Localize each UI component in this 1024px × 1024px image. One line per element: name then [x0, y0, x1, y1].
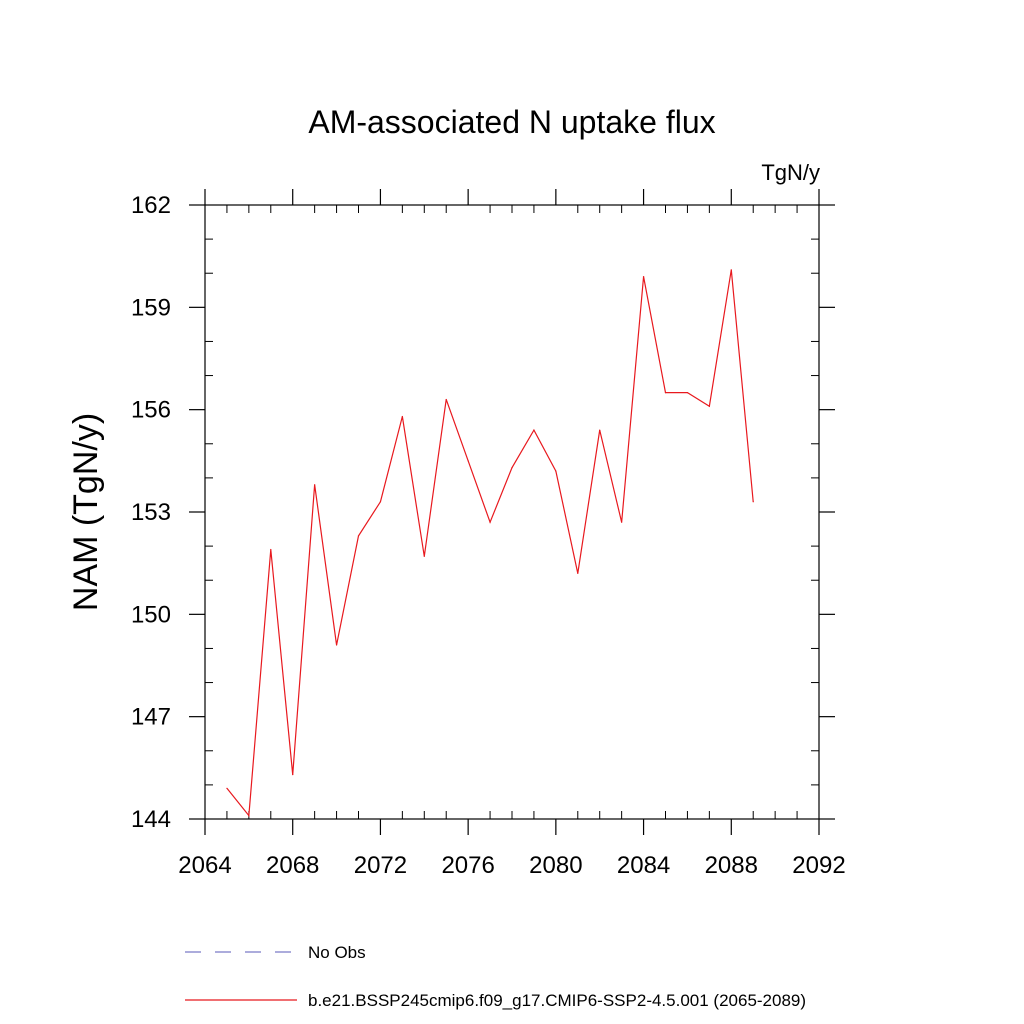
x-tick-label: 2084 [617, 852, 670, 879]
data-point [401, 415, 403, 418]
x-tick-label: 2072 [354, 852, 407, 879]
data-point [555, 470, 557, 472]
data-point [708, 405, 710, 407]
x-tick-label: 2064 [178, 852, 231, 879]
data-point [533, 429, 535, 431]
data-point [292, 774, 294, 776]
data-point [357, 535, 360, 537]
y-axis-label: NAM (TgN/y) [67, 413, 105, 611]
y-tick-label: 159 [131, 294, 171, 321]
y-tick-label: 156 [131, 397, 171, 424]
data-point [314, 484, 316, 486]
data-point [489, 521, 491, 523]
data-point [270, 548, 272, 551]
x-tick-label: 2088 [705, 852, 758, 879]
legend-label-no-obs: No Obs [308, 943, 366, 962]
data-point [686, 392, 689, 394]
axis-ticks [189, 189, 835, 835]
data-point [379, 501, 382, 503]
y-tick-label: 150 [131, 601, 171, 628]
data-point [577, 572, 579, 575]
y-tick-label: 162 [131, 192, 171, 219]
data-point [423, 555, 425, 557]
data-point [730, 269, 732, 271]
x-tick-label: 2080 [529, 852, 582, 879]
x-tick-label: 2076 [441, 852, 494, 879]
data-point [226, 787, 228, 789]
data-point [621, 521, 623, 523]
chart-title: AM-associated N uptake flux [308, 104, 715, 140]
data-point [599, 429, 601, 431]
series-layer [226, 269, 754, 818]
series-line [226, 269, 754, 818]
data-point [752, 501, 754, 503]
tick-labels: 2064 2068 2072 2076 2080 2084 2088 2092 144 147 15… [131, 192, 846, 879]
data-point [511, 467, 513, 469]
plot-frame [204, 204, 820, 820]
data-point [335, 644, 338, 646]
x-tick-label: 2068 [266, 852, 319, 879]
y-tick-label: 153 [131, 499, 171, 526]
y-tick-label: 147 [131, 704, 171, 731]
data-point [445, 398, 447, 401]
legend: No Obs b.e21.BSSP245cmip6.f09_g17.CMIP6-… [185, 943, 806, 1010]
data-point [642, 276, 645, 278]
data-point [664, 392, 667, 394]
x-tick-label: 2092 [792, 852, 845, 879]
data-point [248, 814, 250, 817]
units-label: TgN/y [761, 160, 820, 185]
y-tick-label: 144 [131, 806, 171, 833]
data-point [467, 460, 469, 462]
legend-label-model-run: b.e21.BSSP245cmip6.f09_g17.CMIP6-SSP2-4.… [308, 991, 806, 1010]
